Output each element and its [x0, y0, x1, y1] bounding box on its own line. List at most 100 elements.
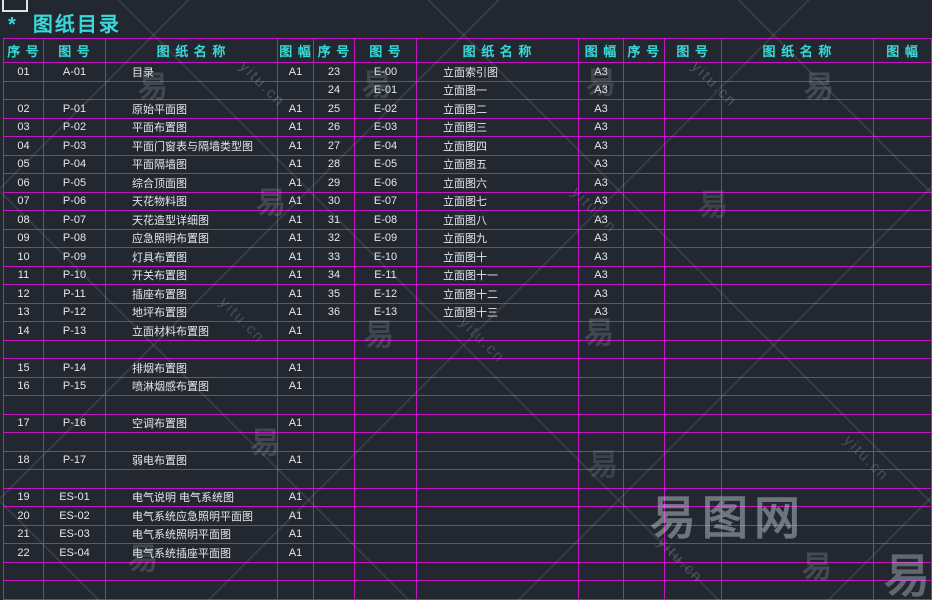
table-row [313, 395, 624, 415]
table-row [623, 469, 932, 489]
cell-code: E-04 [354, 136, 417, 156]
cell-no [313, 524, 355, 544]
cell-code: ES-03 [43, 524, 106, 544]
col-header-no: 序 号 [623, 38, 665, 63]
cell-name: 立面图十二 [416, 284, 579, 304]
cell-code [663, 302, 722, 322]
cell-name [105, 469, 278, 489]
cell-no: 36 [313, 302, 355, 322]
cell-code: E-00 [354, 62, 417, 82]
table-row [623, 302, 932, 322]
cell-size: A3 [578, 62, 624, 82]
cell-code: P-04 [43, 154, 106, 174]
cell-size [277, 561, 314, 581]
cell-name [720, 395, 875, 415]
cell-no [623, 154, 665, 174]
table-row [623, 62, 932, 82]
cell-code [354, 321, 417, 341]
cell-name [416, 358, 579, 378]
cell-name: 立面图五 [416, 154, 579, 174]
cell-size [873, 136, 932, 156]
cell-no: 26 [313, 117, 355, 137]
cell-code [663, 413, 722, 433]
cell-size: A3 [578, 80, 624, 100]
table-row [623, 136, 932, 156]
cell-no [623, 376, 665, 396]
table-row: 15 P-14 排烟布置图 A1 [3, 358, 314, 378]
table-row [3, 395, 314, 415]
cell-no [623, 561, 665, 581]
cell-size [873, 395, 932, 415]
cell-size: A3 [578, 173, 624, 193]
cell-code [354, 487, 417, 507]
cell-code: P-15 [43, 376, 106, 396]
cell-name: 灯具布置图 [105, 247, 278, 267]
cell-no [623, 228, 665, 248]
table-row: 16 P-15 喷淋烟感布置图 A1 [3, 376, 314, 396]
table-row: 22 ES-04 电气系统插座平面图 A1 [3, 543, 314, 563]
cell-name [416, 561, 579, 581]
cell-size: A3 [578, 284, 624, 304]
cell-size [578, 561, 624, 581]
table-row: 20 ES-02 电气系统应急照明平面图 A1 [3, 506, 314, 526]
cell-no: 10 [3, 247, 44, 267]
table-row [623, 117, 932, 137]
cell-size [873, 543, 932, 563]
cell-name: 平面布置图 [105, 117, 278, 137]
cell-no [623, 117, 665, 137]
cell-no [623, 173, 665, 193]
cell-no: 01 [3, 62, 44, 82]
table-row [3, 339, 314, 359]
cell-name: 立面图二 [416, 99, 579, 119]
cell-no [623, 302, 665, 322]
cell-code [354, 561, 417, 581]
cell-name [720, 210, 875, 230]
cell-code [354, 395, 417, 415]
cell-size: A1 [277, 117, 314, 137]
table-row: 30 E-07 立面图七 A3 [313, 191, 624, 211]
cell-code [354, 450, 417, 470]
cell-no: 18 [3, 450, 44, 470]
cell-size [277, 432, 314, 452]
drawing-list-table-left: 序 号 图 号 图 纸 名 称 图 幅 01 A-01 目录 A1 02 P-01 原始平面… [3, 38, 314, 600]
table-row [313, 321, 624, 341]
cell-code [663, 210, 722, 230]
cell-no: 11 [3, 265, 44, 285]
cell-no [623, 524, 665, 544]
cell-size: A1 [277, 247, 314, 267]
cell-size [578, 543, 624, 563]
cell-no: 17 [3, 413, 44, 433]
cell-code [663, 136, 722, 156]
cell-name: 天花物料图 [105, 191, 278, 211]
cell-no [623, 247, 665, 267]
cell-name [105, 339, 278, 359]
cell-no: 08 [3, 210, 44, 230]
cell-no [623, 506, 665, 526]
table-row [623, 99, 932, 119]
cell-size: A3 [578, 210, 624, 230]
cell-code: P-17 [43, 450, 106, 470]
table-row [3, 580, 314, 600]
cell-code [663, 376, 722, 396]
cell-code: P-07 [43, 210, 106, 230]
cell-code: P-09 [43, 247, 106, 267]
cell-size [873, 154, 932, 174]
cell-size [277, 395, 314, 415]
table-row: 26 E-03 立面图三 A3 [313, 117, 624, 137]
table-row [623, 376, 932, 396]
cell-code [43, 432, 106, 452]
table-row [623, 265, 932, 285]
cell-size [873, 80, 932, 100]
cell-no [623, 80, 665, 100]
cell-name [720, 450, 875, 470]
cell-size [873, 284, 932, 304]
cell-name: 立面材料布置图 [105, 321, 278, 341]
table-row [313, 413, 624, 433]
cell-name [720, 358, 875, 378]
cell-no [313, 561, 355, 581]
cell-no [313, 395, 355, 415]
cell-code [43, 561, 106, 581]
cell-code [663, 450, 722, 470]
cell-no: 07 [3, 191, 44, 211]
table-row [3, 80, 314, 100]
